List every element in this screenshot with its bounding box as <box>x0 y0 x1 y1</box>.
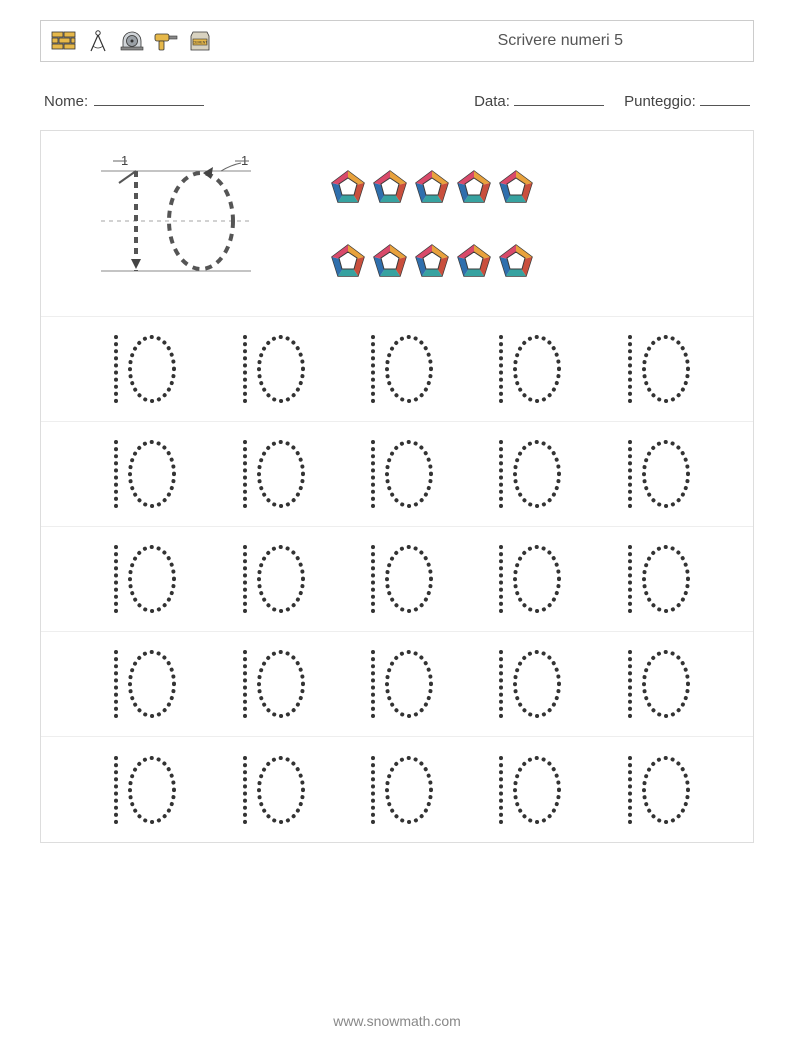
pentagon-icon <box>373 244 407 278</box>
name-label: Nome: <box>44 93 88 110</box>
trace-number[interactable] <box>100 750 180 830</box>
header-bar: CEMENT Scrivere numeri 5 <box>40 20 754 62</box>
header-icon-row: CEMENT <box>51 28 213 54</box>
trace-row <box>41 527 753 632</box>
trace-number[interactable] <box>357 750 437 830</box>
worksheet-container: 1 1 <box>40 130 754 843</box>
trace-row <box>41 632 753 737</box>
counting-shapes <box>331 170 723 278</box>
trace-number[interactable] <box>229 434 309 514</box>
trace-number[interactable] <box>485 539 565 619</box>
trace-number[interactable] <box>357 329 437 409</box>
pentagon-icon <box>331 244 365 278</box>
trace-number[interactable] <box>100 434 180 514</box>
worksheet-title: Scrivere numeri 5 <box>498 32 623 50</box>
trace-rows <box>41 317 753 842</box>
date-score-group: Data: Punteggio: <box>474 92 750 110</box>
pentagon-icon <box>415 244 449 278</box>
stroke-guide-svg: 1 1 <box>71 151 271 291</box>
sawblade-icon <box>119 28 145 54</box>
bricks-icon <box>51 28 77 54</box>
svg-text:CEMENT: CEMENT <box>193 41 209 45</box>
date-label: Data: <box>474 93 510 110</box>
score-group: Punteggio: <box>624 92 750 110</box>
trace-number[interactable] <box>357 434 437 514</box>
trace-number[interactable] <box>229 539 309 619</box>
date-blank[interactable] <box>514 92 604 106</box>
date-group: Data: <box>474 92 604 110</box>
guide-section: 1 1 <box>41 131 753 317</box>
pentagon-icon <box>415 170 449 204</box>
pentagon-row-1 <box>331 170 723 204</box>
pentagon-row-2 <box>331 244 723 278</box>
trace-number[interactable] <box>485 750 565 830</box>
trace-row <box>41 737 753 842</box>
footer-url: www.snowmath.com <box>0 1013 794 1029</box>
trace-number[interactable] <box>485 434 565 514</box>
trace-number[interactable] <box>485 329 565 409</box>
trace-number[interactable] <box>357 644 437 724</box>
pentagon-icon <box>499 244 533 278</box>
trace-number[interactable] <box>614 329 694 409</box>
pentagon-icon <box>373 170 407 204</box>
pentagon-icon <box>457 244 491 278</box>
trace-number[interactable] <box>614 750 694 830</box>
trace-number[interactable] <box>614 539 694 619</box>
trace-number[interactable] <box>100 539 180 619</box>
trace-number[interactable] <box>100 644 180 724</box>
pentagon-icon <box>499 170 533 204</box>
stroke-guide: 1 1 <box>71 151 271 296</box>
pentagon-icon <box>457 170 491 204</box>
pentagon-icon <box>331 170 365 204</box>
trace-number[interactable] <box>357 539 437 619</box>
trace-number[interactable] <box>614 644 694 724</box>
info-row: Nome: Data: Punteggio: <box>40 92 754 110</box>
name-field-group: Nome: <box>44 92 204 110</box>
name-blank[interactable] <box>94 92 204 106</box>
trace-number[interactable] <box>229 644 309 724</box>
score-label: Punteggio: <box>624 93 696 110</box>
trace-number[interactable] <box>229 329 309 409</box>
trace-number[interactable] <box>485 644 565 724</box>
trace-number[interactable] <box>614 434 694 514</box>
score-blank[interactable] <box>700 92 750 106</box>
trace-number[interactable] <box>229 750 309 830</box>
trace-row <box>41 317 753 422</box>
trace-row <box>41 422 753 527</box>
trace-number[interactable] <box>100 329 180 409</box>
compass-icon <box>85 28 111 54</box>
drill-icon <box>153 28 179 54</box>
cement-bag-icon: CEMENT <box>187 28 213 54</box>
